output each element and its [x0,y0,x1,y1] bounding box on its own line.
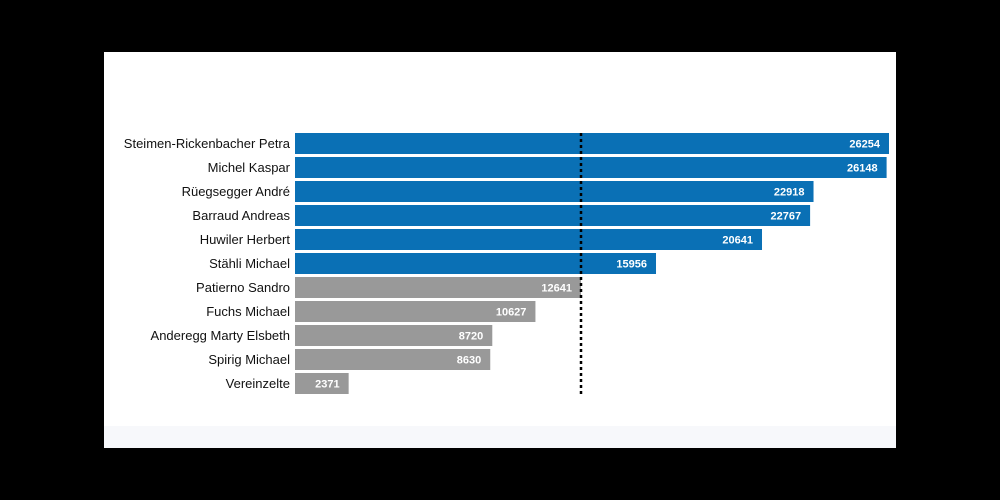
category-label: Anderegg Marty Elsbeth [151,328,290,343]
bar [295,205,811,226]
bar [295,277,582,298]
category-label: Spirig Michael [208,352,290,367]
panel-footer [104,426,896,448]
value-label: 15956 [616,259,647,271]
value-label: 26254 [849,139,880,151]
category-label: Michel Kaspar [208,160,291,175]
bar [295,325,493,346]
bar [295,229,763,250]
value-label: 26148 [847,163,878,175]
category-label: Stähli Michael [209,256,290,271]
bar [295,181,814,202]
category-label: Steimen-Rickenbacher Petra [124,136,291,151]
category-label: Vereinzelte [226,376,290,391]
value-label: 20641 [722,235,753,247]
bar [295,133,889,154]
bar [295,253,657,274]
category-label: Patierno Sandro [196,280,290,295]
category-label: Barraud Andreas [192,208,290,223]
chart-panel: Steimen-Rickenbacher Petra 26254 Michel Ka… [104,52,896,448]
value-label: 22767 [771,211,802,223]
bar-chart: Steimen-Rickenbacher Petra 26254 Michel Ka… [124,133,889,397]
bar [295,373,349,394]
bar [295,301,536,322]
value-label: 8720 [459,331,483,343]
bar [295,349,491,370]
value-label: 8630 [457,355,481,367]
category-label: Fuchs Michael [206,304,290,319]
category-label: Rüegsegger André [182,184,290,199]
value-label: 10627 [496,307,527,319]
value-label: 12641 [541,283,572,295]
value-label: 2371 [315,379,339,391]
value-label: 22918 [774,187,805,199]
bar [295,157,887,178]
category-label: Huwiler Herbert [200,232,291,247]
